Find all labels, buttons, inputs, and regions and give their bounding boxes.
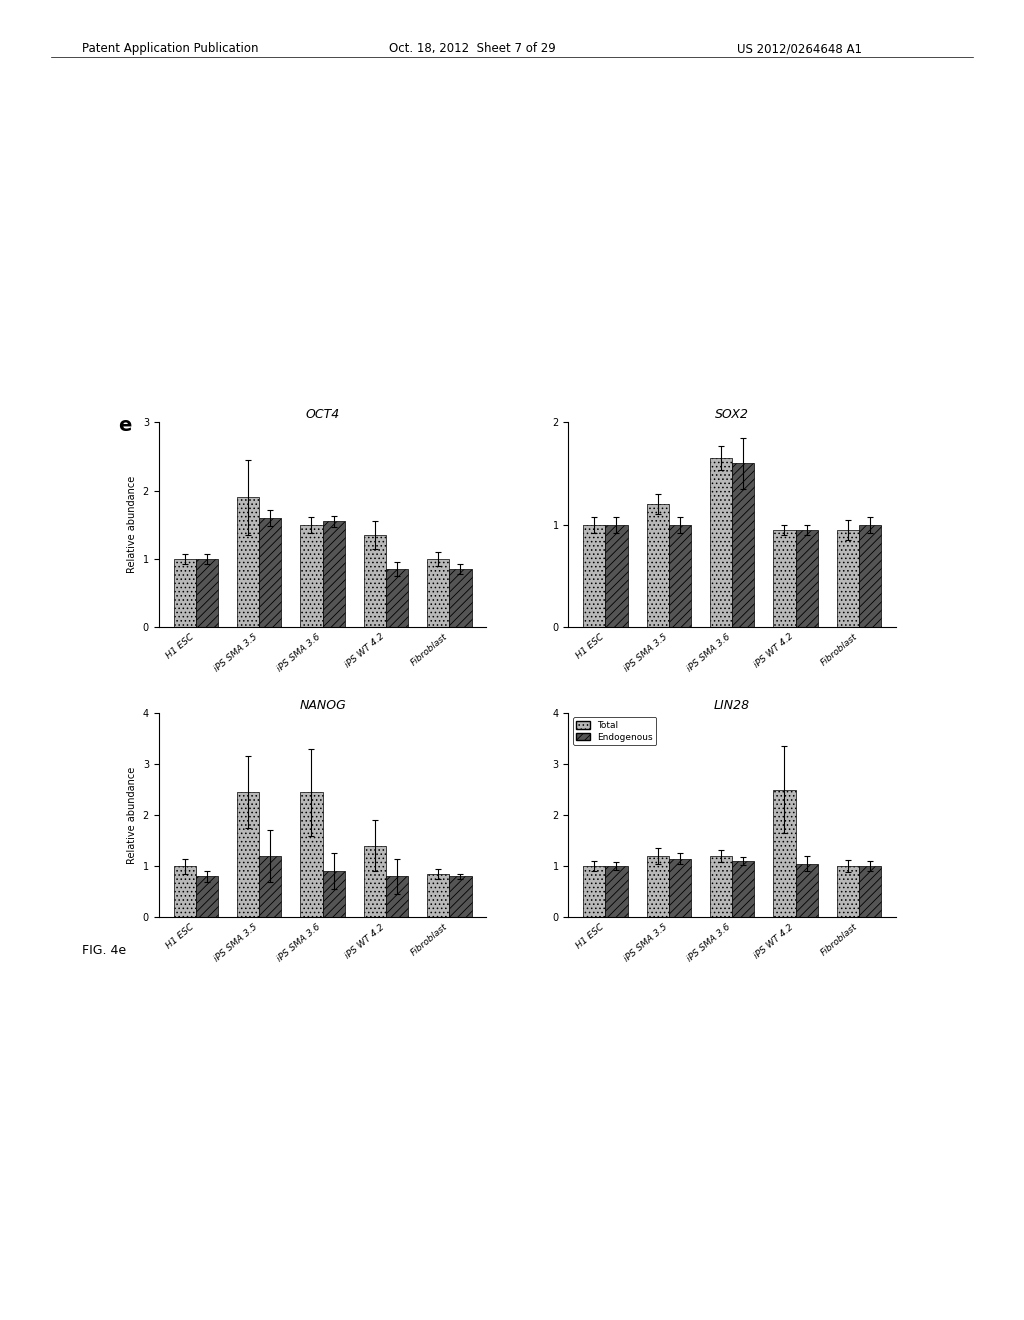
Bar	[710, 458, 732, 627]
Bar	[669, 858, 691, 917]
Bar	[605, 866, 628, 917]
Bar	[259, 857, 282, 917]
Bar	[646, 504, 669, 627]
Bar	[174, 866, 196, 917]
Text: e: e	[118, 416, 131, 434]
Legend: Total, Endogenous: Total, Endogenous	[572, 717, 656, 746]
Bar	[605, 525, 628, 627]
Bar	[300, 792, 323, 917]
Bar	[732, 861, 755, 917]
Bar	[837, 529, 859, 627]
Bar	[773, 789, 796, 917]
Bar	[323, 521, 345, 627]
Bar	[259, 517, 282, 627]
Bar	[584, 525, 605, 627]
Bar	[796, 863, 818, 917]
Text: Patent Application Publication: Patent Application Publication	[82, 42, 258, 55]
Bar	[427, 874, 450, 917]
Bar	[386, 876, 409, 917]
Bar	[386, 569, 409, 627]
Bar	[364, 535, 386, 627]
Bar	[859, 866, 881, 917]
Bar	[364, 846, 386, 917]
Bar	[196, 558, 218, 627]
Bar	[237, 498, 259, 627]
Bar	[773, 529, 796, 627]
Bar	[584, 866, 605, 917]
Title: NANOG: NANOG	[299, 698, 346, 711]
Bar	[859, 525, 881, 627]
Bar	[646, 857, 669, 917]
Bar	[710, 857, 732, 917]
Text: Oct. 18, 2012  Sheet 7 of 29: Oct. 18, 2012 Sheet 7 of 29	[389, 42, 556, 55]
Bar	[300, 525, 323, 627]
Bar	[196, 876, 218, 917]
Bar	[174, 558, 196, 627]
Bar	[237, 792, 259, 917]
Y-axis label: Relative abundance: Relative abundance	[127, 767, 137, 863]
Bar	[837, 866, 859, 917]
Bar	[732, 463, 755, 627]
Text: US 2012/0264648 A1: US 2012/0264648 A1	[737, 42, 862, 55]
Bar	[323, 871, 345, 917]
Bar	[427, 558, 450, 627]
Bar	[796, 529, 818, 627]
Bar	[669, 525, 691, 627]
Text: FIG. 4e: FIG. 4e	[82, 944, 126, 957]
Title: LIN28: LIN28	[714, 698, 751, 711]
Title: SOX2: SOX2	[715, 408, 750, 421]
Y-axis label: Relative abundance: Relative abundance	[127, 477, 137, 573]
Bar	[450, 569, 471, 627]
Bar	[450, 876, 471, 917]
Title: OCT4: OCT4	[305, 408, 340, 421]
